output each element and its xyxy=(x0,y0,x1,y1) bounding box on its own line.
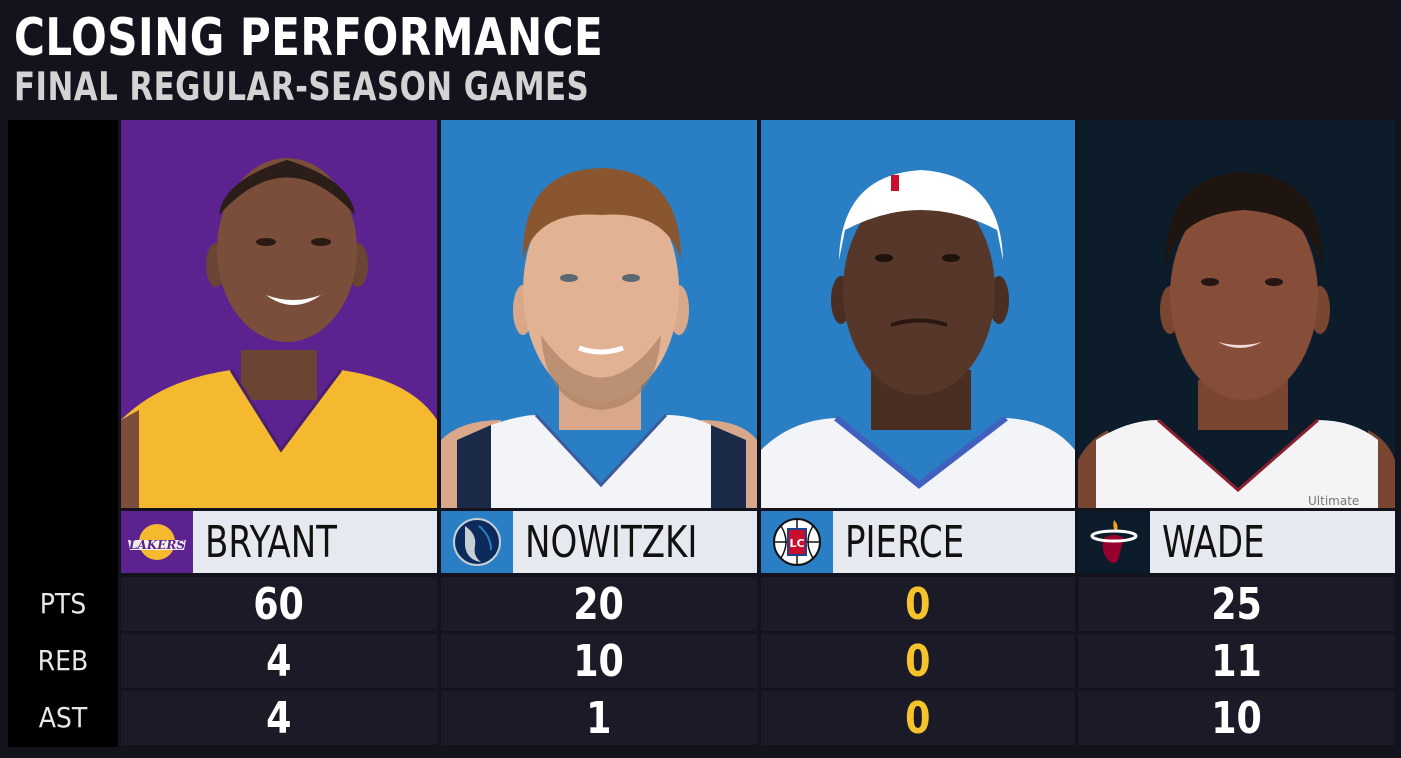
mavericks-logo-icon xyxy=(441,511,513,573)
player-name-bryant: BRYANT xyxy=(205,517,337,568)
stat-value-pierce-pts: 0 xyxy=(761,577,1075,631)
lakers-logo-icon: LAKERS xyxy=(121,511,193,573)
stat-value-bryant-reb: 4 xyxy=(121,634,437,688)
player-headshot-icon xyxy=(441,120,757,508)
svg-text:LC: LC xyxy=(789,537,804,550)
player-photo-pierce xyxy=(761,120,1075,508)
stat-value-bryant-ast: 4 xyxy=(121,691,437,745)
player-name-pierce: PIERCE xyxy=(845,517,965,568)
player-photo-wade: Ultimate xyxy=(1078,120,1395,508)
player-name-nowitzki: NOWITZKI xyxy=(525,517,698,568)
graphic-subtitle: FINAL REGULAR-SEASON GAMES xyxy=(14,65,590,110)
stat-label-column xyxy=(8,120,118,747)
stat-value-nowitzki-reb: 10 xyxy=(441,634,757,688)
stat-value-wade-ast: 10 xyxy=(1078,691,1395,745)
svg-text:Ultimate: Ultimate xyxy=(1308,494,1359,508)
player-headshot-icon xyxy=(761,120,1075,508)
stat-value-wade-pts: 25 xyxy=(1078,577,1395,631)
player-photo-bryant xyxy=(121,120,437,508)
player-name-bar-wade: WADE xyxy=(1078,511,1395,573)
stat-label-ast: AST xyxy=(38,701,88,734)
stat-value-pierce-ast: 0 xyxy=(761,691,1075,745)
player-headshot-icon: Ultimate xyxy=(1078,120,1395,508)
player-photo-nowitzki xyxy=(441,120,757,508)
stat-value-pierce-reb: 0 xyxy=(761,634,1075,688)
player-name-wade: WADE xyxy=(1162,517,1265,568)
player-name-bar-nowitzki: NOWITZKI xyxy=(441,511,757,573)
stat-value-nowitzki-ast: 1 xyxy=(441,691,757,745)
player-name-bar-pierce: LC PIERCE xyxy=(761,511,1075,573)
stat-value-wade-reb: 11 xyxy=(1078,634,1395,688)
clippers-logo-icon: LC xyxy=(761,511,833,573)
player-headshot-icon xyxy=(121,120,437,508)
player-name-bar-bryant: LAKERS BRYANT xyxy=(121,511,437,573)
stat-value-bryant-pts: 60 xyxy=(121,577,437,631)
svg-text:LAKERS: LAKERS xyxy=(128,538,185,552)
heat-logo-icon xyxy=(1078,511,1150,573)
stat-label-pts: PTS xyxy=(39,587,87,620)
stat-value-nowitzki-pts: 20 xyxy=(441,577,757,631)
stat-label-reb: REB xyxy=(37,644,89,677)
graphic-title: CLOSING PERFORMANCE xyxy=(14,8,604,68)
